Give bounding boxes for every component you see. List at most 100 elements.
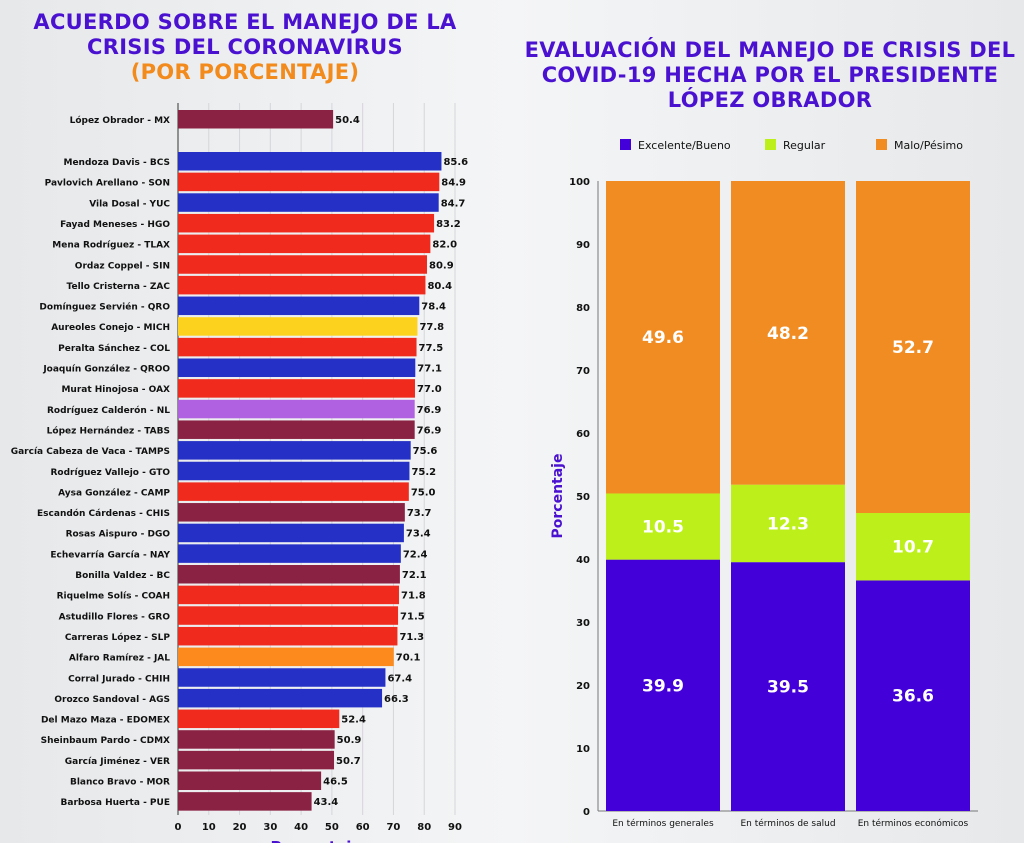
bar [178, 255, 427, 274]
category-label: Domínguez Servién - QRO [39, 302, 170, 313]
category-label: Orozco Sandoval - AGS [54, 695, 170, 705]
data-label: 71.3 [399, 632, 424, 643]
data-label: 36.6 [892, 687, 934, 707]
y-tick-label: 0 [583, 807, 590, 818]
category-label: García Jiménez - VER [65, 756, 170, 767]
category-label: Peralta Sánchez - COL [58, 344, 170, 354]
data-label: 66.3 [384, 694, 409, 705]
data-label: 71.5 [400, 611, 425, 622]
y-tick-label: 30 [576, 618, 590, 629]
bar [178, 110, 334, 129]
y-axis-title: Porcentaje [550, 454, 566, 539]
data-label: 50.4 [335, 115, 360, 126]
data-label: 71.8 [401, 591, 426, 602]
category-label: López Hernández - TABS [47, 425, 170, 436]
stacked-bar-segment [606, 559, 720, 811]
legend-swatch [620, 139, 631, 150]
bar [178, 358, 416, 377]
category-label: Barbosa Huerta - PUE [61, 798, 170, 808]
right-title-line1: EVALUACIÓN DEL MANEJO DE CRISIS DEL [524, 38, 1016, 62]
x-axis-title: Porcentaje [270, 838, 361, 843]
category-label: Aysa González - CAMP [58, 488, 170, 498]
data-label: 82.0 [432, 240, 457, 251]
data-label: 80.4 [427, 281, 452, 292]
x-category-label: En términos económicos [858, 818, 969, 829]
category-label: Ordaz Coppel - SIN [75, 261, 170, 271]
category-label: Bonilla Valdez - BC [75, 571, 170, 581]
data-label: 72.1 [402, 570, 427, 581]
data-label: 10.5 [642, 518, 684, 538]
x-tick-label: 40 [294, 822, 308, 833]
data-label: 46.5 [323, 777, 348, 788]
data-label: 43.4 [314, 797, 339, 808]
category-label: Echevarría García - NAY [50, 550, 170, 560]
category-label: Riquelme Solís - COAH [57, 592, 170, 602]
data-label: 76.9 [417, 405, 442, 416]
data-label: 85.6 [443, 157, 468, 168]
category-label: Rosas Aispuro - DGO [66, 530, 171, 540]
data-label: 75.2 [411, 467, 436, 478]
data-label: 73.7 [407, 508, 432, 519]
x-tick-label: 90 [448, 822, 462, 833]
bar [178, 709, 340, 729]
y-tick-label: 10 [576, 744, 590, 755]
category-label: Rodríguez Calderón - NL [47, 405, 170, 416]
data-label: 75.6 [413, 446, 438, 457]
bar [178, 523, 404, 543]
data-label: 52.4 [341, 715, 366, 726]
x-tick-label: 30 [263, 822, 277, 833]
data-label: 70.1 [396, 653, 421, 664]
x-tick-label: 60 [356, 822, 370, 833]
bar [178, 399, 415, 419]
category-label: Tello Cristerna - ZAC [67, 282, 171, 292]
y-tick-label: 90 [576, 240, 590, 251]
y-tick-label: 100 [569, 177, 590, 188]
data-label: 77.0 [417, 384, 442, 395]
category-label: Murat Hinojosa - OAX [61, 385, 170, 395]
legend-swatch [876, 139, 887, 150]
category-label: López Obrador - MX [70, 115, 170, 126]
category-label: Joaquín González - QROO [42, 365, 170, 375]
bar [178, 213, 435, 233]
category-label: Corral Jurado - CHIH [68, 674, 170, 684]
data-label: 48.2 [767, 324, 809, 344]
bar [178, 337, 417, 357]
data-label: 84.7 [441, 198, 466, 209]
data-label: 77.5 [419, 343, 444, 354]
bar [178, 420, 415, 439]
data-label: 80.9 [429, 260, 454, 271]
bar [178, 606, 399, 625]
category-label: Pavlovich Arellano - SON [45, 179, 170, 189]
stacked-bar-segment [856, 513, 970, 581]
x-category-label: En términos generales [612, 818, 714, 829]
stacked-bar-segment [856, 580, 970, 811]
x-tick-label: 50 [325, 822, 339, 833]
data-label: 67.4 [387, 673, 412, 684]
data-label: 39.5 [767, 678, 809, 698]
data-label: 76.9 [417, 425, 442, 436]
y-tick-label: 20 [576, 681, 590, 692]
right-title-line3: LÓPEZ OBRADOR [667, 88, 873, 112]
bar [178, 730, 335, 749]
legend-label: Regular [783, 139, 826, 152]
data-label: 50.9 [337, 735, 362, 746]
category-label: Mendoza Davis - BCS [63, 158, 170, 168]
category-label: Mena Rodríguez - TLAX [52, 241, 170, 251]
data-label: 78.4 [421, 302, 446, 313]
category-label: Astudillo Flores - GRO [59, 612, 171, 622]
data-label: 10.7 [892, 538, 934, 558]
y-tick-label: 40 [576, 555, 590, 566]
y-tick-label: 60 [576, 429, 590, 440]
left-title-line1: ACUERDO SOBRE EL MANEJO DE LA [33, 10, 457, 34]
bar [178, 172, 440, 192]
y-tick-label: 50 [576, 492, 590, 503]
x-tick-label: 0 [175, 822, 182, 833]
data-label: 77.1 [417, 364, 442, 375]
stacked-bar-segment [856, 181, 970, 514]
data-label: 49.6 [642, 328, 684, 348]
bar [178, 750, 335, 770]
left-title-subtitle: (POR PORCENTAJE) [130, 60, 360, 84]
bar [178, 317, 418, 336]
data-label: 75.0 [411, 487, 436, 498]
